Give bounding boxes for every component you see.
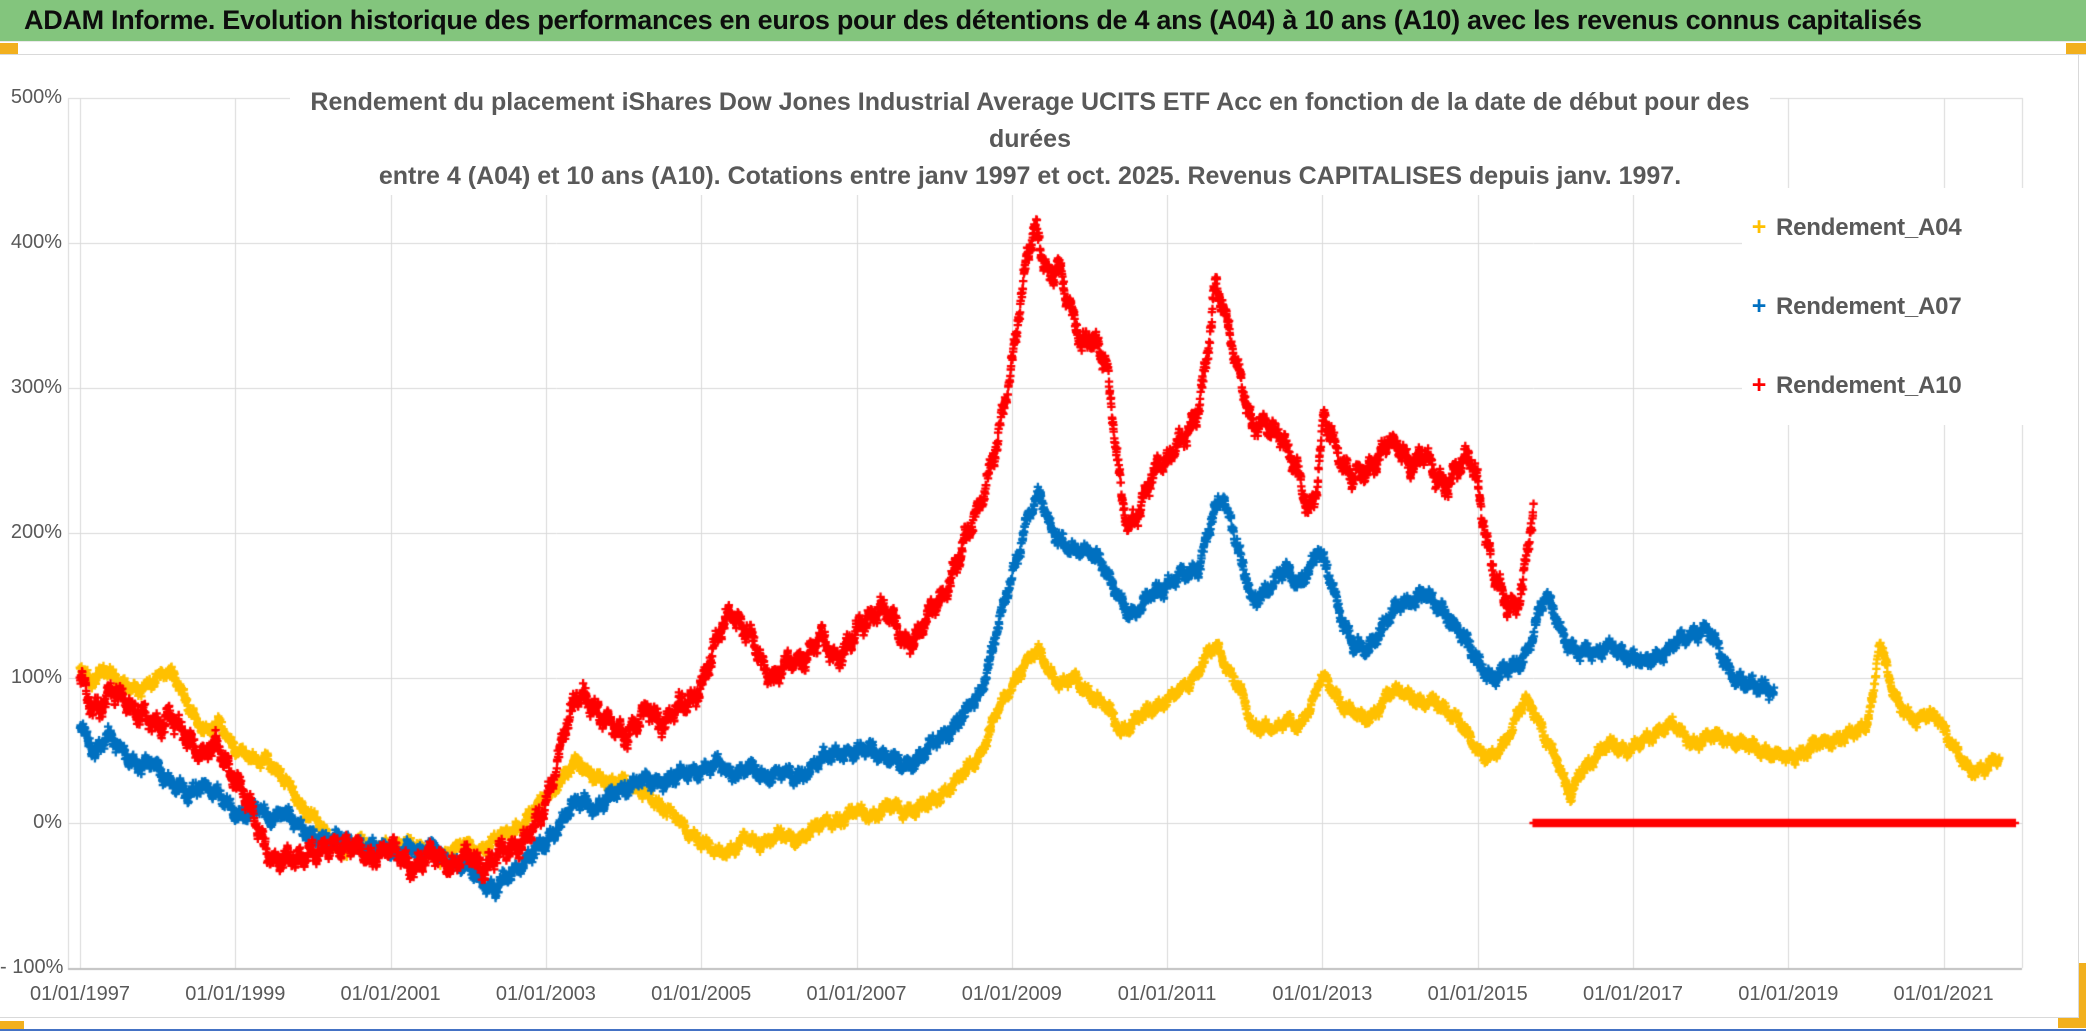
page-title: ADAM Informe. Evolution historique des p… <box>24 5 1922 35</box>
x-axis-label: 01/01/1999 <box>185 983 286 1005</box>
sheet-cell-right-strip <box>2079 963 2086 1023</box>
legend-label: Rendement_A04 <box>1776 213 1962 241</box>
x-axis-label: 01/01/2013 <box>1272 983 1373 1005</box>
y-axis-label: 100% <box>10 666 62 689</box>
sheet-cell-bottom-left <box>0 1021 24 1029</box>
legend-label: Rendement_A07 <box>1776 292 1962 320</box>
legend-item-rendement-a04[interactable]: + Rendement_A04 <box>1742 188 2047 267</box>
plus-marker-icon: + <box>1751 213 1767 241</box>
y-axis-label: 300% <box>10 376 62 399</box>
chart-border-right <box>2078 55 2079 1017</box>
x-axis-label: 01/01/1997 <box>29 983 131 1005</box>
chart-title: Rendement du placement iShares Dow Jones… <box>290 84 1770 195</box>
legend-item-rendement-a07[interactable]: + Rendement_A07 <box>1742 267 2047 346</box>
chart-title-line1: Rendement du placement iShares Dow Jones… <box>310 88 1750 153</box>
x-axis-label: 01/01/2009 <box>961 983 1062 1005</box>
y-axis-label: 200% <box>10 521 62 544</box>
sheet-title-bar: ADAM Informe. Evolution historique des p… <box>0 0 2086 42</box>
x-axis-label: 01/01/2007 <box>806 983 907 1005</box>
y-axis-label: - 100% <box>0 956 64 979</box>
window-bottom-border <box>0 1029 2086 1031</box>
x-axis-label: 01/01/2021 <box>1893 983 1994 1005</box>
chart-border-bottom <box>0 1017 2086 1018</box>
sheet-cell-top-left <box>0 43 18 54</box>
plus-marker-icon: + <box>1751 292 1767 320</box>
chart-title-line2: entre 4 (A04) et 10 ans (A10). Cotations… <box>378 162 1682 190</box>
x-axis-label: 01/01/2011 <box>1117 983 1217 1005</box>
legend-item-rendement-a10[interactable]: + Rendement_A10 <box>1742 346 2047 425</box>
legend-label: Rendement_A10 <box>1776 371 1962 399</box>
x-axis-label: 01/01/2005 <box>651 983 752 1005</box>
x-axis-label: 01/01/2015 <box>1427 983 1528 1005</box>
chart-border-top <box>0 54 2086 55</box>
x-axis-label: 01/01/2017 <box>1582 983 1684 1005</box>
plus-marker-icon: + <box>1751 371 1767 399</box>
x-axis-label: 01/01/2003 <box>495 983 596 1005</box>
x-axis-label: 01/01/2019 <box>1738 983 1839 1005</box>
legend: + Rendement_A04 + Rendement_A07 + Rendem… <box>1742 188 2047 425</box>
y-axis-label: 500% <box>10 86 62 109</box>
x-axis-label: 01/01/2001 <box>340 983 441 1005</box>
y-axis-label: 0% <box>33 811 62 834</box>
y-axis-label: 400% <box>10 231 62 254</box>
sheet-cell-top-right <box>2066 43 2086 54</box>
sheet-cell-bottom-right <box>2058 1018 2086 1028</box>
